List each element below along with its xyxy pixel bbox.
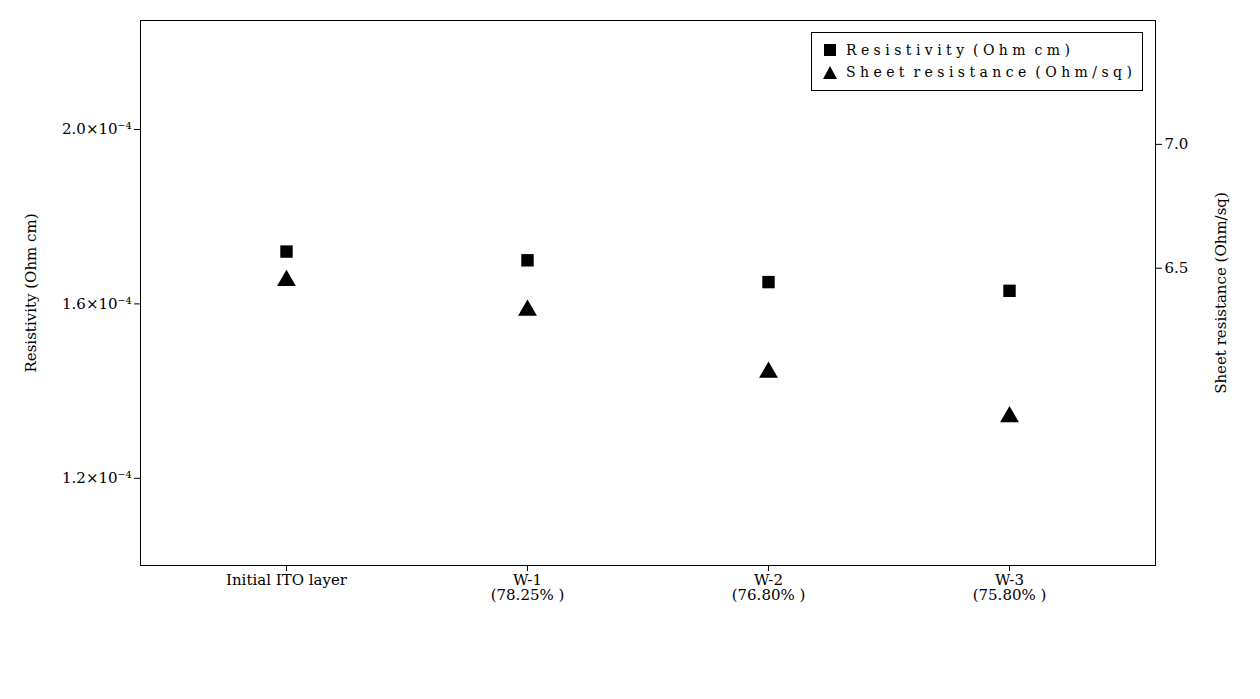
- svg-text:6.5: 6.5: [1165, 259, 1189, 277]
- html-text:R e s i s t i v i t y ( O h m: R e s i s t i v i t y ( O h m c m ): [845, 42, 1070, 58]
- svg-text:1.6×10⁻⁴: 1.6×10⁻⁴: [62, 295, 131, 313]
- svg-text:Initial ITO layer: Initial ITO layer: [226, 571, 348, 589]
- svg-text:W-1(78.25% ): W-1(78.25% ): [491, 571, 565, 604]
- svg-text:W-3(75.80% ): W-3(75.80% ): [973, 571, 1047, 604]
- svg-text:Sheet resistance (Ohm/sq): Sheet resistance (Ohm/sq): [1212, 192, 1230, 394]
- svg-text:Resistivity (Ohm cm): Resistivity (Ohm cm): [22, 213, 40, 372]
- svg-text:W-2(76.80% ): W-2(76.80% ): [732, 571, 806, 604]
- svg-text:1.2×10⁻⁴: 1.2×10⁻⁴: [62, 469, 131, 487]
- svg-text:7.0: 7.0: [1165, 135, 1189, 153]
- html-text:S h e e t r e s i s t a n c e: S h e e t r e s i s t a n c e ( O h m / …: [845, 64, 1132, 81]
- svg-text:2.0×10⁻⁴: 2.0×10⁻⁴: [62, 120, 131, 138]
